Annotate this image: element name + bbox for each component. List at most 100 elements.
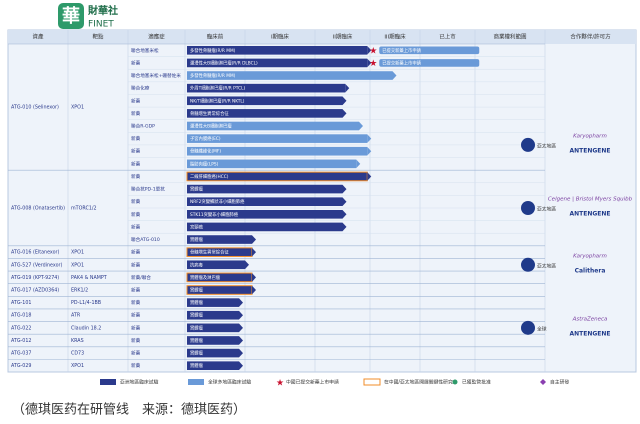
indication: 新藥 bbox=[131, 110, 141, 117]
bar-tip bbox=[367, 46, 372, 55]
legend-label: 已獲監管批准 bbox=[462, 379, 491, 386]
indication: 聯合地塞米松 bbox=[131, 47, 159, 54]
bar-label: 實體瘤 bbox=[190, 337, 204, 344]
region: 亞太地區 bbox=[537, 206, 556, 213]
bar-label: 二線肝細胞癌(HCC) bbox=[190, 173, 229, 180]
note-text: 已提交新藥上市申請 bbox=[382, 59, 421, 66]
bar-label: 骨髓增生異常綜合征 bbox=[190, 249, 229, 256]
progress-bar bbox=[187, 159, 357, 169]
progress-bar bbox=[187, 184, 343, 194]
indication: 新藥 bbox=[131, 198, 141, 205]
indication: 聯合地塞米松+硼替佐米 bbox=[131, 72, 181, 79]
bar-tip bbox=[367, 58, 372, 68]
header-cell: 合作夥伴/許可方 bbox=[570, 33, 611, 41]
bar-tip bbox=[342, 197, 347, 206]
indication: 新藥 bbox=[131, 249, 141, 256]
bar-label: 多發性骨髓瘤(R/R MM) bbox=[190, 72, 236, 79]
asset-target: XPO1 bbox=[71, 105, 84, 111]
legend-label: 在中國/亞太地區開展關鍵性研究 bbox=[384, 379, 453, 386]
header-cell: I期臨床 bbox=[271, 33, 290, 41]
indication: 新藥 bbox=[131, 148, 141, 155]
asset-name: ATG-017 (AZD0364) bbox=[11, 288, 59, 294]
partner-logo: ANTENGENE bbox=[569, 147, 610, 154]
partner: Celgene | Bristol Myers Squibb bbox=[548, 197, 633, 203]
legend-swatch bbox=[100, 379, 116, 385]
region-globe bbox=[521, 257, 535, 272]
legend-label: 自主研發 bbox=[550, 379, 569, 386]
bar-label: 實體瘤 bbox=[190, 312, 204, 319]
progress-bar bbox=[187, 235, 252, 244]
asset-target: XPO1 bbox=[71, 363, 84, 369]
partner-logo: Calithera bbox=[575, 267, 606, 274]
bar-tip bbox=[342, 109, 347, 118]
bar-tip bbox=[239, 348, 243, 358]
header-cell: 靶點 bbox=[92, 33, 104, 41]
bar-tip bbox=[392, 71, 397, 80]
partner-logo: ANTENGENE bbox=[569, 330, 610, 337]
indication: 新藥 bbox=[131, 287, 141, 294]
region-globe bbox=[521, 201, 535, 215]
indication: 新藥 bbox=[131, 362, 141, 369]
asset-target: PD-L1/4-1BB bbox=[71, 300, 101, 306]
indication: 聯合抗PD-1單抗 bbox=[131, 186, 165, 193]
bar-tip bbox=[342, 96, 347, 106]
asset-name: ATG-008 (Onatasertib) bbox=[11, 206, 65, 212]
bar-tip bbox=[239, 298, 243, 307]
progress-bar bbox=[187, 298, 239, 307]
partner: AstraZeneca bbox=[572, 316, 608, 322]
asset-name: ATG-029 bbox=[11, 363, 31, 369]
progress-bar bbox=[187, 71, 393, 80]
indication: 聯合ATG-010 bbox=[131, 236, 160, 243]
bar-label: NRF2突變鱗狀非小細胞肺癌 bbox=[190, 198, 245, 205]
bar-tip bbox=[239, 310, 243, 320]
bar-tip bbox=[342, 210, 347, 219]
bar-label: 瀰漫性大B細胞淋巴瘤 bbox=[190, 123, 232, 130]
progress-bar bbox=[187, 323, 239, 333]
asset-target: Claudin 18.2 bbox=[71, 325, 101, 331]
bar-label: 實體瘤 bbox=[190, 350, 204, 357]
indication: 聯合化療 bbox=[131, 85, 150, 92]
indication: 新藥 bbox=[131, 261, 141, 268]
legend-diamond bbox=[540, 379, 546, 385]
bar-tip bbox=[239, 361, 243, 370]
indication: 新藥 bbox=[131, 173, 141, 180]
progress-bar bbox=[187, 361, 239, 370]
legend-label: 中國已提交新藥上市申請 bbox=[286, 379, 339, 386]
legend-star: ★ bbox=[276, 379, 284, 389]
indication: 新藥 bbox=[131, 97, 141, 104]
header-cell: 臨床前 bbox=[207, 33, 224, 41]
progress-bar bbox=[187, 121, 359, 131]
asset-name: ATG-010 (Selinexor) bbox=[11, 105, 59, 111]
bar-label: 實體瘤 bbox=[190, 324, 204, 331]
bar-label: 外周T細胞淋巴瘤(R/R PTCL) bbox=[190, 85, 246, 92]
header-cell: II期臨床 bbox=[333, 33, 353, 41]
asset-target: XPO1 bbox=[71, 250, 84, 256]
bar-tip bbox=[342, 184, 347, 194]
header-cell: 資產 bbox=[32, 33, 44, 41]
bar-tip bbox=[252, 285, 256, 295]
bar-label: 骨髓纖維化(MF) bbox=[190, 148, 221, 155]
logo-badge bbox=[58, 3, 84, 29]
bar-label: 實體瘤 bbox=[190, 287, 204, 294]
bar-tip bbox=[252, 235, 256, 244]
legend-outline bbox=[363, 378, 381, 386]
bar-tip bbox=[245, 260, 249, 270]
progress-bar bbox=[187, 46, 368, 55]
bar-tip bbox=[356, 159, 361, 169]
asset-name: ATG-101 bbox=[11, 300, 31, 306]
asset-target: CD73 bbox=[71, 351, 84, 357]
bar-label: 脂肪肉瘤(LPS) bbox=[190, 160, 219, 167]
region-globe bbox=[521, 320, 535, 335]
bar-tip bbox=[359, 121, 363, 131]
legend-label: 亞洲地區臨床試驗 bbox=[120, 379, 159, 386]
progress-bar bbox=[187, 96, 343, 106]
bar-tip bbox=[239, 336, 243, 345]
progress-bar bbox=[187, 58, 368, 68]
header-cell: 適應症 bbox=[148, 33, 165, 41]
bar-label: 實體瘤 bbox=[190, 236, 204, 243]
progress-bar bbox=[187, 197, 343, 206]
bar-tip bbox=[367, 134, 372, 143]
header-cell: III期臨床 bbox=[384, 33, 406, 41]
asset-target: mTORC1/2 bbox=[71, 206, 97, 212]
